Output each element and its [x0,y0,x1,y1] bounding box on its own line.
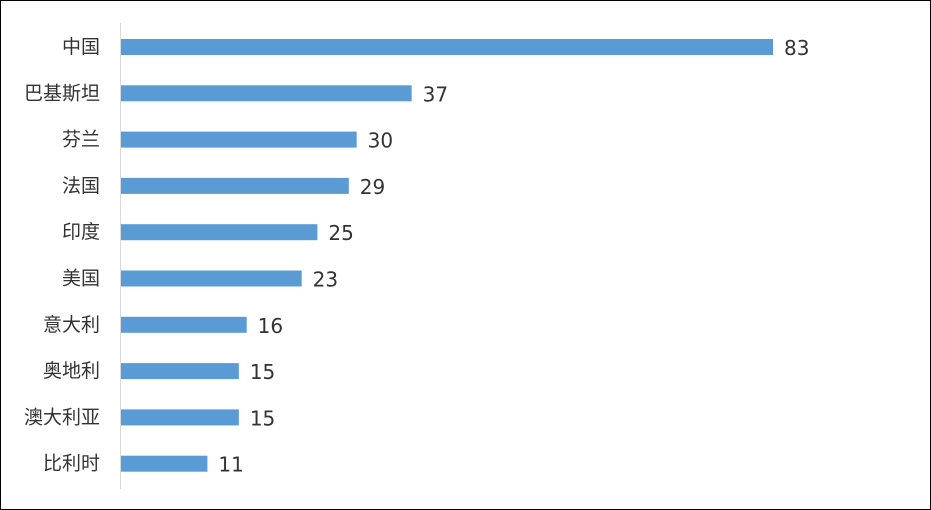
bar-0 [121,39,773,55]
category-label: 比利时 [43,453,100,475]
category-label: 奥地利 [43,360,100,382]
value-label: 37 [423,82,448,106]
value-label: 29 [360,175,385,199]
category-label: 中国 [62,36,100,58]
category-label: 印度 [62,221,100,243]
value-label: 30 [368,129,393,153]
category-label: 芬兰 [62,129,100,151]
bar-1 [121,85,412,102]
bar-5 [121,270,302,287]
value-label: 15 [250,406,275,430]
category-label: 澳大利亚 [24,406,100,428]
category-label: 法国 [62,175,100,197]
value-label: 16 [258,314,283,338]
bar-2 [121,131,357,148]
value-labels: 83 37 30 29 25 23 16 15 15 11 [218,36,809,477]
bars-layer [121,39,773,472]
bar-9 [121,455,208,472]
category-label: 巴基斯坦 [24,82,100,104]
bar-4 [121,224,318,241]
value-label: 25 [328,221,353,245]
bar-3 [121,177,349,194]
category-label: 意大利 [43,314,100,336]
value-label: 23 [313,268,338,292]
category-label: 美国 [62,268,100,290]
bar-8 [121,409,239,426]
value-label: 11 [218,453,243,477]
bar-6 [121,316,247,333]
value-label: 83 [784,36,809,60]
bar-7 [121,363,239,380]
value-label: 15 [250,360,275,384]
